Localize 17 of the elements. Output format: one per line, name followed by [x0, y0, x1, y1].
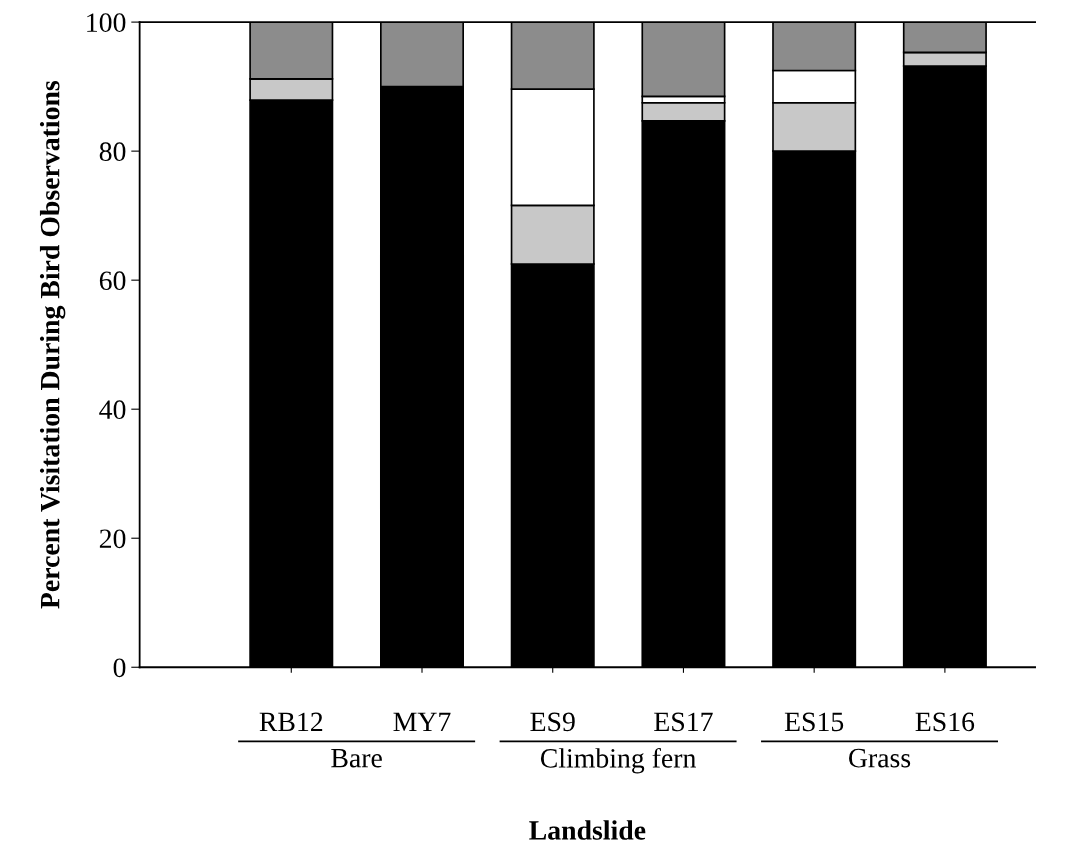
- x-tick-label: ES16: [915, 712, 975, 732]
- x-tick-label: ES17: [654, 712, 713, 732]
- text: Climbing fern: [540, 747, 696, 774]
- y-tick-label: 0: [113, 658, 126, 678]
- x-tick-label: ES9: [530, 712, 575, 732]
- x-axis-title: Landslide: [529, 820, 646, 840]
- y-tick-label: 40: [99, 400, 126, 420]
- text: Grass: [849, 748, 911, 768]
- y-tick-label: 20: [99, 529, 126, 549]
- x-tick-label: MY7: [393, 712, 451, 731]
- x-tick-label: ES15: [784, 712, 844, 732]
- y-axis-title: Percent Visitation During Bird Observations: [39, 80, 66, 609]
- x-tick-label: RB12: [259, 712, 323, 732]
- y-tick-label: 60: [99, 271, 126, 291]
- text: Bare: [331, 748, 382, 768]
- y-tick-label: 80: [99, 142, 126, 162]
- y-tick-label: 100: [87, 13, 126, 33]
